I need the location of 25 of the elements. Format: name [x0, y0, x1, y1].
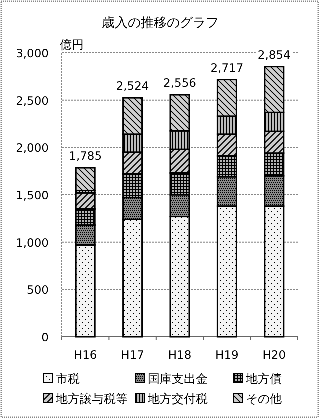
legend-label: 地方債 — [245, 372, 282, 386]
y-tick-label: 1,500 — [16, 188, 49, 202]
y-tick-label: 0 — [42, 330, 49, 344]
x-tick-label: H19 — [216, 348, 239, 362]
y-tick-label: 1,000 — [16, 236, 49, 250]
total-label: 1,785 — [69, 149, 102, 164]
total-label: 2,854 — [258, 48, 291, 62]
legend-label: 地方交付税 — [147, 392, 208, 406]
x-tick-label: H20 — [262, 348, 286, 362]
y-tick-label: 500 — [27, 283, 49, 298]
x-tick-label: H16 — [74, 348, 98, 362]
total-label: 2,717 — [210, 60, 244, 75]
total-label: 2,556 — [164, 76, 196, 90]
y-axis-title: 億円 — [60, 38, 84, 52]
legend-label: その他 — [246, 392, 282, 406]
chart-title: 歳入の推移のグラフ — [102, 16, 219, 31]
y-tick-label: 2,000 — [16, 141, 49, 156]
legend-label: 国庫支出金 — [148, 372, 208, 386]
legend-label: 地方譲与税等 — [55, 392, 128, 406]
y-tick-label: 2,500 — [16, 94, 49, 108]
x-tick-label: H17 — [121, 348, 144, 362]
legend-label: 市税 — [56, 372, 80, 386]
total-label: 2,524 — [116, 79, 150, 94]
y-tick-label: 3,000 — [16, 46, 49, 60]
x-tick-label: H18 — [168, 348, 192, 362]
